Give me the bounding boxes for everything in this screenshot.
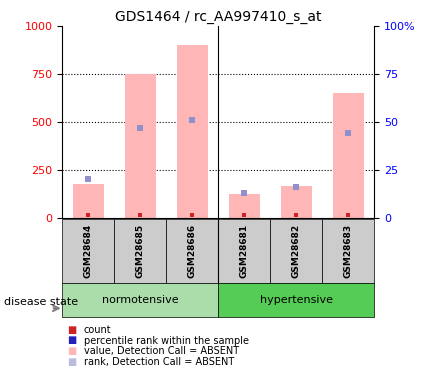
Text: value, Detection Call = ABSENT: value, Detection Call = ABSENT <box>84 346 239 356</box>
Bar <box>229 194 260 217</box>
Bar <box>114 219 166 283</box>
Title: GDS1464 / rc_AA997410_s_at: GDS1464 / rc_AA997410_s_at <box>115 10 322 24</box>
Bar <box>177 45 208 218</box>
Text: normotensive: normotensive <box>102 295 178 305</box>
Bar <box>322 219 374 283</box>
Bar <box>73 184 104 218</box>
Text: ■: ■ <box>67 357 76 366</box>
Text: GSM28686: GSM28686 <box>188 224 197 278</box>
Text: percentile rank within the sample: percentile rank within the sample <box>84 336 249 345</box>
Text: GSM28684: GSM28684 <box>84 224 93 278</box>
Text: ■: ■ <box>67 325 76 335</box>
Text: hypertensive: hypertensive <box>260 295 333 305</box>
Bar <box>125 74 156 217</box>
Text: ■: ■ <box>67 336 76 345</box>
Bar <box>270 219 322 283</box>
Text: rank, Detection Call = ABSENT: rank, Detection Call = ABSENT <box>84 357 234 366</box>
Bar <box>166 219 218 283</box>
Text: GSM28681: GSM28681 <box>240 224 249 278</box>
Text: disease state: disease state <box>4 297 78 307</box>
Bar <box>218 219 270 283</box>
Bar <box>280 186 312 218</box>
Bar <box>62 283 218 317</box>
Bar <box>62 219 114 283</box>
Bar <box>218 283 374 317</box>
Text: ■: ■ <box>67 346 76 356</box>
Text: GSM28683: GSM28683 <box>344 224 353 278</box>
Bar <box>332 93 364 218</box>
Text: GSM28685: GSM28685 <box>136 224 145 278</box>
Text: GSM28682: GSM28682 <box>292 224 301 278</box>
Text: count: count <box>84 325 111 335</box>
